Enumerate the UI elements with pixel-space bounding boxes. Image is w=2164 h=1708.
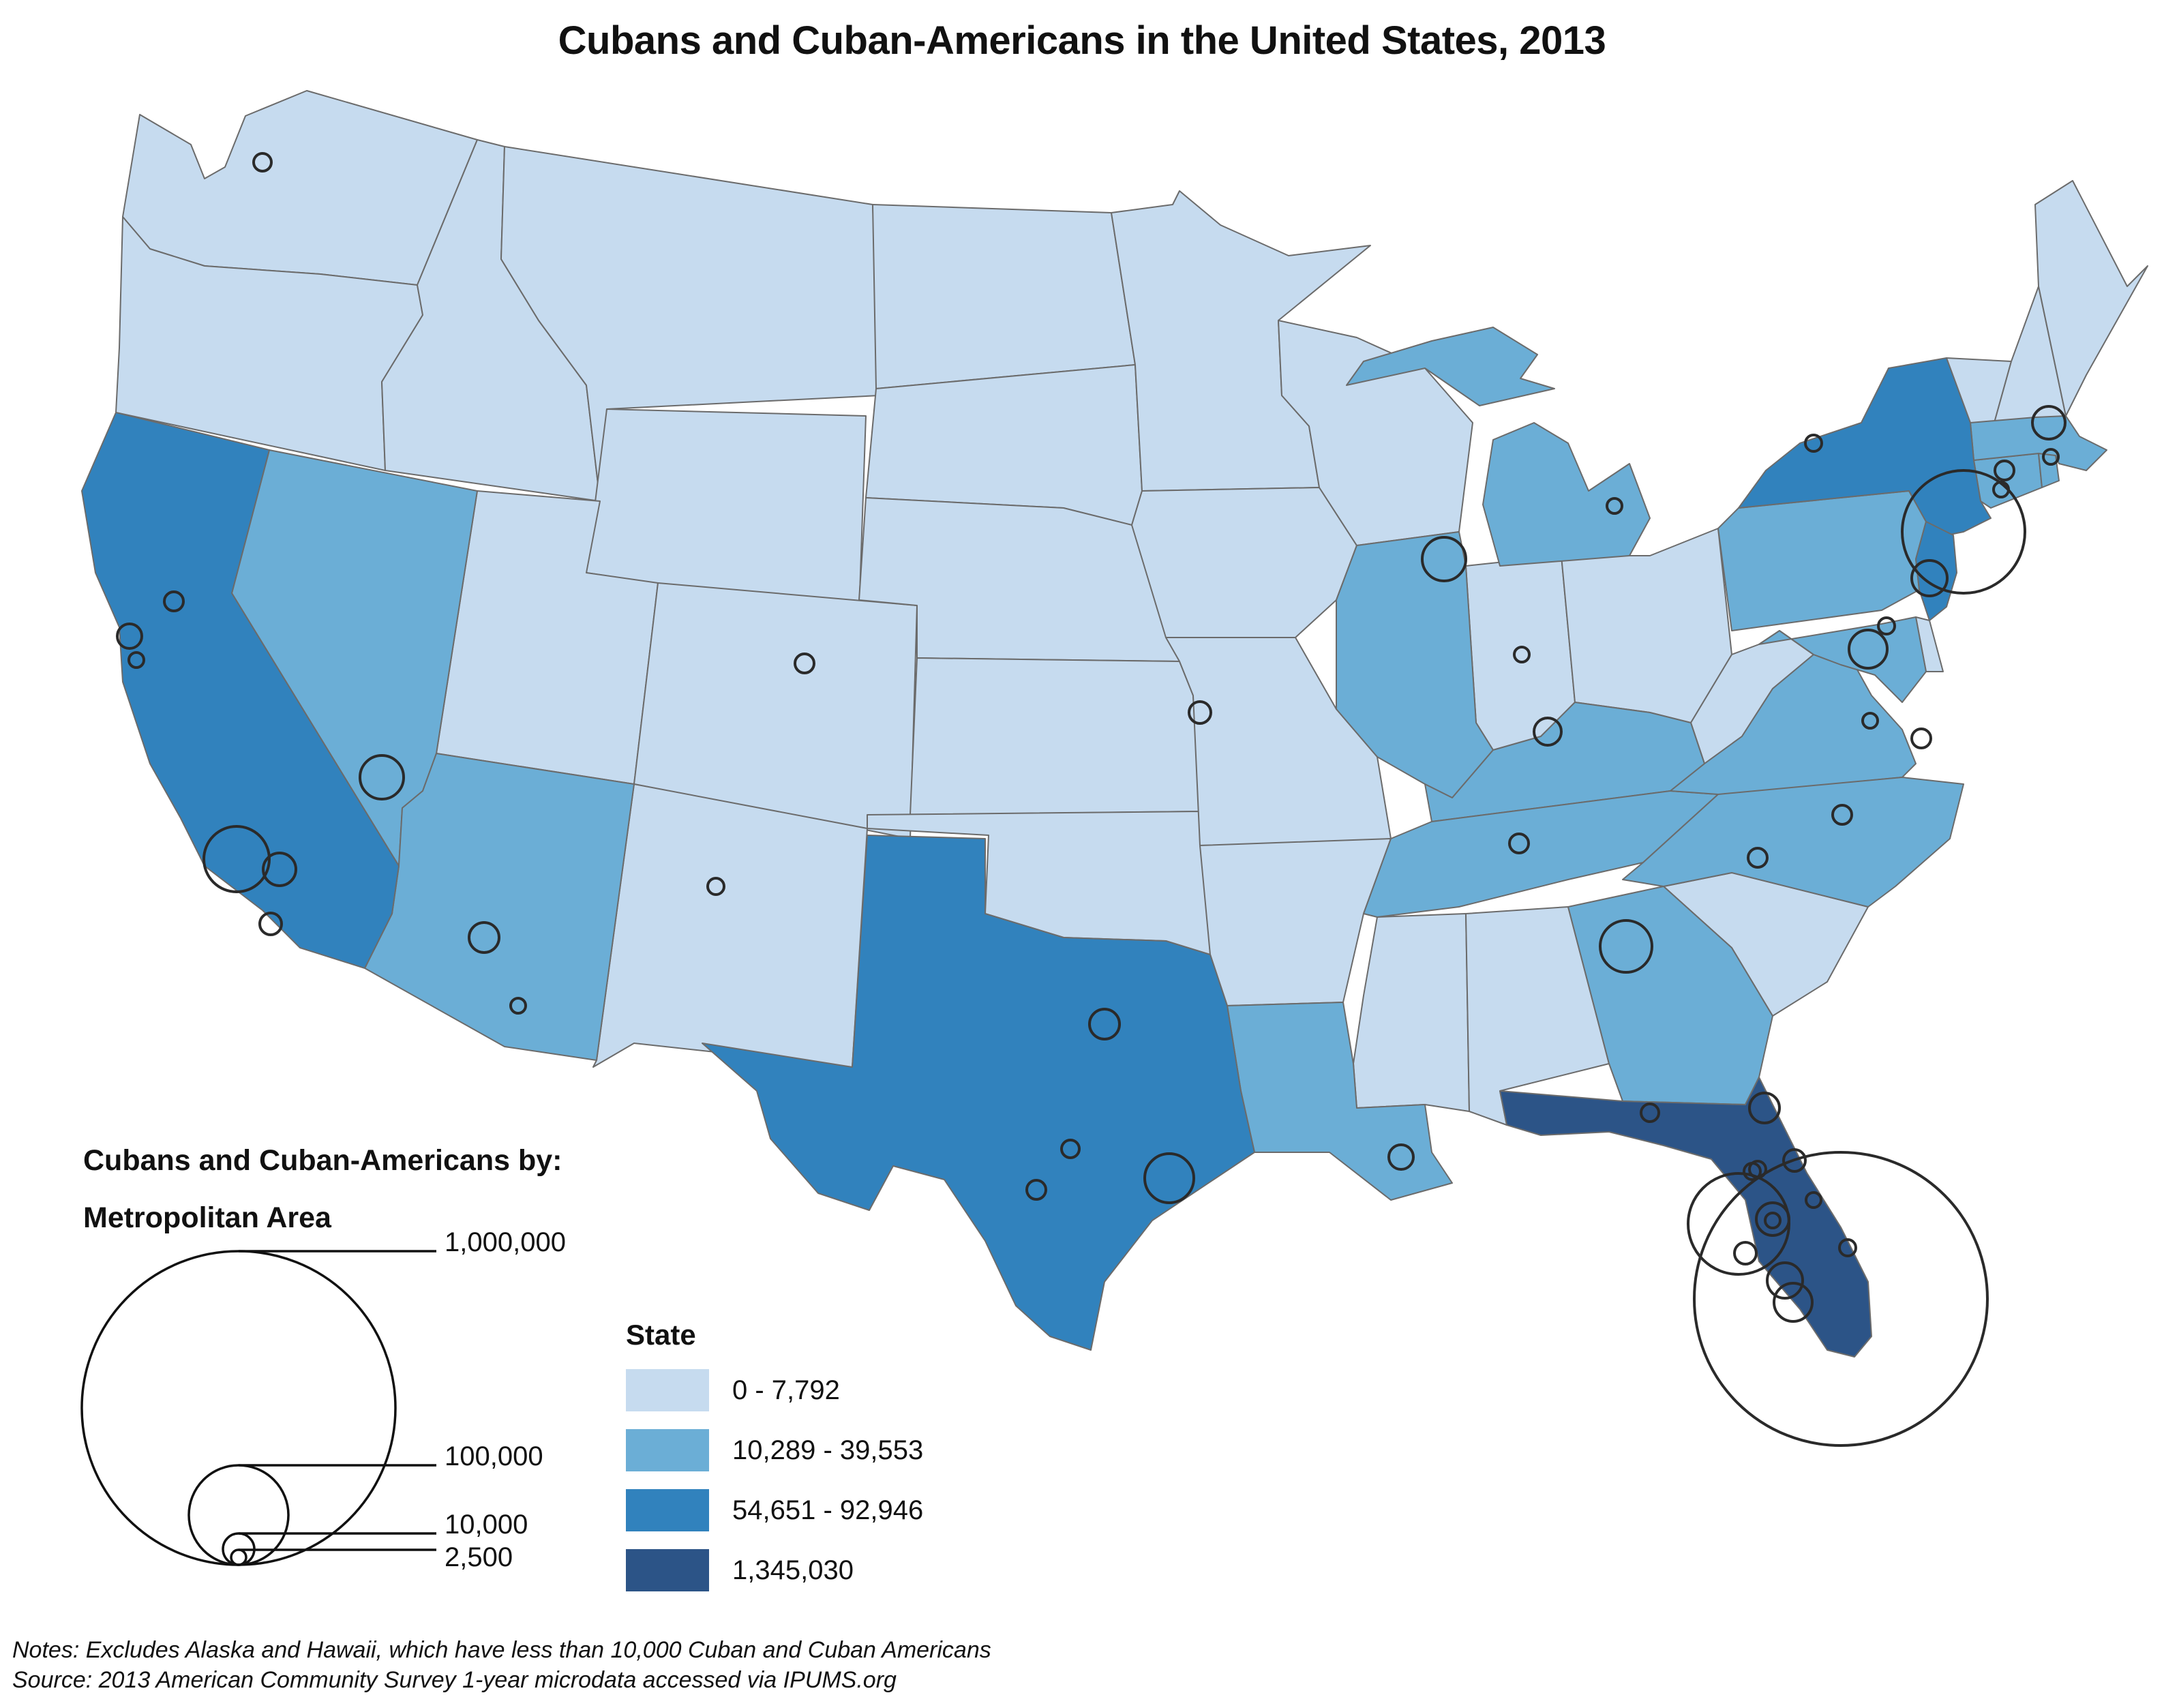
source-line: Source: 2013 American Community Survey 1… <box>12 1667 897 1693</box>
metro-circle-lakeland <box>1764 1212 1782 1229</box>
metro-circle-denver <box>794 653 815 674</box>
metro-circle-nashville <box>1508 833 1530 854</box>
legend-swatch-label-class3: 54,651 - 92,946 <box>732 1495 924 1525</box>
legend-swatch-label-class4: 1,345,030 <box>732 1555 854 1585</box>
notes-line: Notes: Excludes Alaska and Hawaii, which… <box>12 1637 991 1663</box>
metro-circle-philadelphia <box>1910 559 1949 597</box>
legend-swatch-label-class2: 10,289 - 39,553 <box>732 1435 924 1465</box>
metro-circle-new-york <box>1901 469 2026 595</box>
metro-circle-san-antonio <box>1025 1179 1047 1201</box>
state-maine <box>2034 180 2148 417</box>
state-california <box>81 412 400 969</box>
metro-circle-albuquerque <box>706 877 725 896</box>
state-arkansas <box>1199 838 1392 1006</box>
legend-swatch-label-class1: 0 - 7,792 <box>732 1375 840 1405</box>
metro-legend-title: Cubans and Cuban-Americans by: Metropoli… <box>83 1132 562 1246</box>
metro-circle-hartford <box>1994 460 2015 481</box>
metro-circle-las-vegas <box>359 754 405 800</box>
state-kansas <box>910 657 1201 815</box>
state-tennessee <box>1363 790 1719 918</box>
legend-swatch-class4 <box>626 1549 709 1591</box>
metro-circle-seattle <box>252 152 273 173</box>
state-new-jersey <box>1915 521 1957 621</box>
legend-size-label-1000000: 1,000,000 <box>445 1227 566 1257</box>
legend-size-label-10000: 10,000 <box>445 1510 528 1540</box>
metro-circle-atlanta <box>1599 919 1653 974</box>
legend-swatch-class1 <box>626 1369 709 1411</box>
state-north-carolina <box>1622 777 1964 908</box>
metro-circle-phoenix <box>468 921 500 954</box>
metro-circle-tampa-core <box>1755 1201 1790 1237</box>
metro-circle-new-orleans <box>1387 1143 1415 1171</box>
metro-circle-detroit <box>1606 497 1623 515</box>
metro-circle-cape-coral <box>1766 1261 1804 1300</box>
metro-circle-jacksonville <box>1748 1092 1781 1124</box>
state-new-mexico <box>592 783 868 1068</box>
metro-circle-louisville <box>1533 717 1563 747</box>
metro-circle-tallahassee <box>1640 1103 1660 1123</box>
legend-circle-2500 <box>230 1548 247 1566</box>
metro-circle-sacramento <box>163 590 185 612</box>
metro-circle-indianapolis <box>1513 646 1531 663</box>
metro-circle-san-francisco <box>116 623 143 650</box>
metro-legend-graphic <box>80 1250 436 1566</box>
metro-circle-austin <box>1060 1139 1081 1159</box>
metro-circle-layer <box>116 152 2067 1447</box>
metro-legend-title-line1: Cubans and Cuban-Americans by: <box>83 1144 562 1177</box>
metro-circle-richmond <box>1861 712 1879 730</box>
metro-circle-washington <box>1848 629 1889 670</box>
metro-circle-san-diego <box>258 912 283 936</box>
state-washington <box>122 90 478 286</box>
metro-circle-raleigh <box>1831 804 1853 826</box>
legend-size-label-100000: 100,000 <box>445 1441 543 1471</box>
state-pennsylvania <box>1717 490 1927 631</box>
state-michigan <box>1346 327 1651 567</box>
metro-circle-chicago <box>1421 536 1467 582</box>
metro-legend-title-line2: Metropolitan Area <box>83 1201 331 1234</box>
metro-circle-orlando <box>1782 1148 1807 1173</box>
legend-circle-1000000 <box>80 1250 397 1566</box>
metro-circle-ocala <box>1743 1162 1762 1181</box>
map-title: Cubans and Cuban-Americans in the United… <box>558 18 1606 63</box>
state-texas <box>702 835 1255 1351</box>
state-mississippi <box>1353 913 1470 1112</box>
metro-circle-boston <box>2031 405 2067 440</box>
metro-circle-charlotte <box>1747 847 1769 869</box>
state-florida <box>1499 1077 1872 1358</box>
metro-circle-rochester <box>1804 434 1823 453</box>
metro-circle-springfield <box>1992 481 2010 498</box>
metro-circle-riverside <box>262 852 297 887</box>
metro-circle-providence <box>2042 448 2060 466</box>
metro-circle-kansas-city <box>1188 700 1212 725</box>
metro-circle-naples <box>1773 1282 1814 1323</box>
metro-circle-dallas <box>1088 1008 1121 1040</box>
state-massachusetts <box>1970 415 2107 471</box>
metro-circle-sarasota <box>1733 1241 1758 1265</box>
state-layer <box>81 90 2148 1358</box>
metro-circle-virginia-beach <box>1910 728 1932 749</box>
metro-circle-deltona <box>1805 1191 1822 1209</box>
metro-circle-houston <box>1143 1152 1195 1204</box>
legend-swatch-class2 <box>626 1429 709 1471</box>
state-north-dakota <box>872 204 1136 389</box>
metro-circle-port-st-lucie <box>1838 1238 1857 1257</box>
metro-circle-miami <box>1693 1151 1989 1447</box>
legend-size-label-2500: 2,500 <box>445 1542 513 1572</box>
metro-circle-baltimore <box>1877 616 1896 635</box>
notes-block: Notes: Excludes Alaska and Hawaii, which… <box>12 1635 991 1695</box>
state-iowa <box>1131 487 1357 638</box>
metro-circle-los-angeles <box>202 825 271 893</box>
metro-circle-san-jose <box>127 651 145 669</box>
state-rhode-island <box>2038 453 2060 488</box>
legend-swatch-class3 <box>626 1489 709 1531</box>
metro-circle-tucson <box>509 997 527 1015</box>
state-legend-title: State <box>626 1319 696 1351</box>
